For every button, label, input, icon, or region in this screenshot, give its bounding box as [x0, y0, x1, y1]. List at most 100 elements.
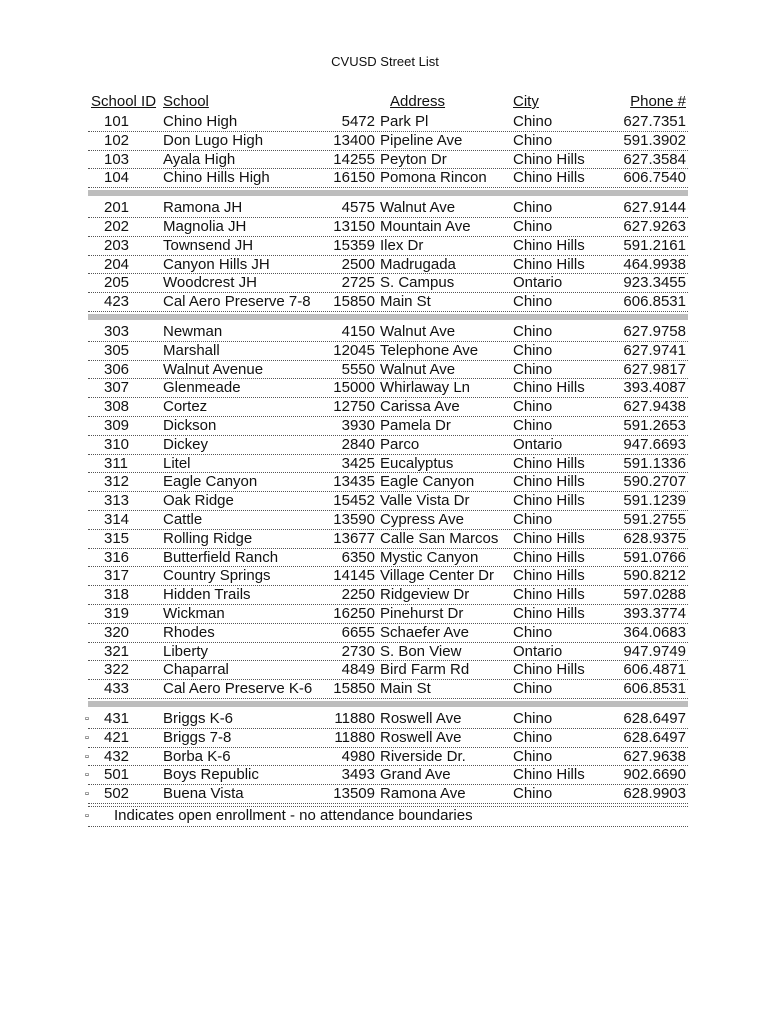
school-id: 202: [104, 217, 130, 235]
city: Ontario: [513, 274, 563, 292]
street-number: 13590: [333, 510, 375, 528]
school-name: Newman: [163, 322, 223, 340]
school-name: Hidden Trails: [163, 586, 251, 604]
street-number: 15850: [333, 293, 375, 311]
school-name: Cortez: [163, 398, 208, 416]
street-name: Peyton Dr: [380, 150, 447, 168]
city: Chino Hills: [513, 379, 585, 397]
phone: 364.0683: [623, 623, 686, 641]
school-name: Don Lugo High: [163, 131, 264, 149]
city: Chino: [513, 623, 553, 641]
school-name: Dickson: [163, 416, 217, 434]
phone: 628.6497: [623, 728, 686, 746]
city: Chino: [513, 341, 553, 359]
street-number: 3493: [341, 766, 375, 784]
street-number: 13677: [333, 529, 375, 547]
school-name: Chaparral: [163, 661, 229, 679]
phone: 606.8531: [623, 293, 686, 311]
table-row: 203 Townsend JH 15359 Ilex Dr Chino Hills 591…: [88, 237, 688, 256]
street-name: Mystic Canyon: [380, 548, 479, 566]
school-id: 320: [104, 623, 130, 641]
street-name: Pinehurst Dr: [380, 604, 464, 622]
street-name: Bird Farm Rd: [380, 661, 470, 679]
street-name: Ridgeview Dr: [380, 586, 470, 604]
school-id: 319: [104, 604, 130, 622]
school-id: 432: [104, 747, 130, 765]
phone: 591.3902: [623, 131, 686, 149]
table-row: 317 Country Springs 14145 Village Center Dr…: [88, 567, 688, 587]
street-number: 13509: [333, 785, 375, 803]
table-row: ▫ 502 Buena Vista 13509 Ramona Ave Chino 628.9…: [85, 785, 688, 804]
school-name: Canyon Hills JH: [163, 255, 270, 273]
phone: 606.8531: [623, 680, 686, 698]
table-row: 305 Marshall 12045 Telephone Ave Chino 627.97…: [88, 342, 688, 361]
street-number: 3425: [341, 454, 375, 472]
phone: 597.0288: [623, 586, 686, 604]
table-body: 101 Chino High 5472 Park Pl Chino 627.7351 102…: [85, 113, 688, 804]
street-number: 14145: [333, 567, 375, 585]
street-number: 13400: [333, 131, 375, 149]
street-name: Mountain Ave: [380, 217, 471, 235]
city: Chino Hills: [513, 548, 585, 566]
school-name: Briggs 7-8: [163, 728, 232, 746]
city: Chino Hills: [513, 236, 585, 254]
school-id: 307: [104, 379, 130, 397]
table-row: 316 Butterfield Ranch 6350 Mystic Canyon Chi…: [88, 549, 688, 568]
phone: 590.8212: [623, 567, 686, 585]
street-name: Valle Vista Dr: [380, 492, 470, 510]
city: Chino Hills: [513, 529, 585, 547]
city: Chino: [513, 360, 553, 378]
street-name: Main St: [380, 680, 431, 698]
header-school: School: [163, 93, 209, 110]
table-row: 102 Don Lugo High 13400 Pipeline Ave Chino 59…: [88, 132, 688, 151]
street-number: 5472: [341, 113, 375, 130]
city: Chino: [513, 709, 553, 727]
school-id: 433: [104, 680, 130, 698]
street-name: Riverside Dr.: [380, 747, 466, 765]
phone: 627.9758: [623, 322, 686, 340]
school-id: 203: [104, 236, 130, 254]
school-id: 104: [104, 169, 130, 187]
table-row: 313 Oak Ridge 15452 Valle Vista Dr Chino Hil…: [88, 492, 688, 511]
city: Chino: [513, 747, 553, 765]
street-name: S. Campus: [380, 274, 455, 292]
table-row: ▫ 421 Briggs 7-8 11880 Roswell Ave Chino 628.6…: [85, 728, 688, 748]
city: Chino Hills: [513, 492, 585, 510]
street-name: Grand Ave: [380, 766, 451, 784]
school-id: 315: [104, 529, 130, 547]
street-number: 16150: [333, 169, 375, 187]
school-name: Cal Aero Preserve K-6: [163, 680, 313, 698]
school-id: 431: [104, 709, 130, 727]
street-name: Walnut Ave: [380, 360, 456, 378]
school-name: Eagle Canyon: [163, 473, 258, 491]
phone: 627.9638: [623, 747, 686, 765]
phone: 591.2755: [623, 510, 686, 528]
table-row: ▫ 432 Borba K-6 4980 Riverside Dr. Chino 627.9…: [85, 747, 688, 767]
table-row: 314 Cattle 13590 Cypress Ave Chino 591.2755: [88, 511, 688, 530]
phone: 627.9263: [623, 217, 686, 235]
street-number: 11880: [334, 709, 375, 727]
table-row: 103 Ayala High 14255 Peyton Dr Chino Hills 62…: [88, 151, 688, 170]
street-number: 15850: [333, 680, 375, 698]
school-id: 501: [104, 766, 130, 784]
school-id: 421: [104, 728, 130, 746]
street-number: 2500: [341, 255, 375, 273]
street-name: Cypress Ave: [380, 510, 464, 528]
street-number: 11880: [334, 728, 375, 746]
school-name: Cattle: [163, 510, 203, 528]
school-id: 303: [104, 322, 130, 340]
school-name: Rolling Ridge: [163, 529, 253, 547]
street-list-table: School ID School Address City Phone # 10…: [85, 93, 688, 804]
phone: 923.3455: [623, 274, 686, 292]
street-number: 2730: [341, 642, 375, 660]
school-name: Ramona JH: [163, 199, 243, 217]
divider: [88, 797, 688, 807]
table-row: 423 Cal Aero Preserve 7-8 15850 Main St Chin…: [88, 293, 688, 312]
street-name: Telephone Ave: [380, 341, 479, 359]
street-name: Calle San Marcos: [380, 529, 499, 547]
street-name: Walnut Ave: [380, 199, 456, 217]
school-name: Boys Republic: [163, 766, 259, 784]
section-separator: [88, 700, 688, 707]
school-id: 305: [104, 341, 130, 359]
city: Chino: [513, 785, 553, 803]
